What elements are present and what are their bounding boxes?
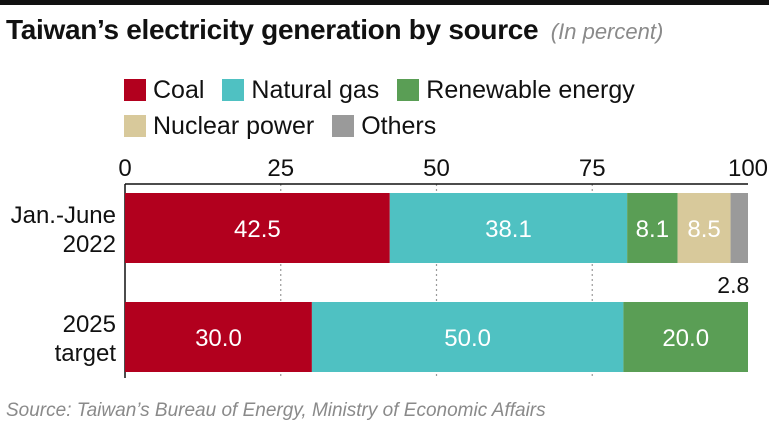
legend-item-renewable: Renewable energy (397, 75, 635, 105)
data-label-renewable-energy-1: 20.0 (662, 325, 709, 352)
category-label-0-line2: 2022 (63, 231, 116, 258)
legend: Coal Natural gas Renewable energy Nuclea… (124, 72, 764, 144)
bar-renewable-energy-1 (623, 302, 748, 372)
top-rule (0, 0, 769, 5)
legend-label-nuclear: Nuclear power (153, 111, 315, 140)
bar-coal-0 (125, 193, 390, 263)
legend-label-renewable: Renewable energy (426, 75, 635, 104)
legend-swatch-natural-gas (222, 79, 245, 101)
chart-title: Taiwan’s electricity generation by sourc… (6, 14, 539, 45)
x-tick-label-50: 50 (423, 155, 450, 182)
source-note: Source: Taiwan’s Bureau of Energy, Minis… (6, 400, 546, 421)
x-tick-label-100: 100 (728, 155, 768, 182)
bar-natural-gas-0 (389, 193, 628, 263)
bar-coal-1 (125, 302, 312, 372)
chart-title-block: Taiwan’s electricity generation by sourc… (6, 14, 663, 46)
legend-label-others: Others (361, 111, 437, 140)
legend-label-natural-gas: Natural gas (251, 75, 380, 104)
chart-unit: (In percent) (550, 19, 664, 44)
bar-renewable-energy-0 (627, 193, 678, 263)
data-label-others-0: 2.8 (717, 272, 749, 298)
data-label-natural-gas-1: 50.0 (444, 325, 491, 352)
category-label-0-line1: Jan.-June (11, 202, 116, 229)
x-tick-label-75: 75 (579, 155, 606, 182)
data-label-renewable-energy-0: 8.1 (636, 216, 669, 243)
legend-swatch-renewable (397, 79, 420, 101)
x-tick-label-25: 25 (267, 155, 294, 182)
data-label-nuclear-power-0: 8.5 (687, 216, 720, 243)
bar-nuclear-power-0 (677, 193, 731, 263)
x-tick-label-0: 0 (118, 155, 131, 182)
bar-natural-gas-1 (311, 302, 624, 372)
legend-item-nuclear: Nuclear power (124, 112, 314, 141)
category-label-1-line2: target (55, 340, 117, 367)
data-label-coal-1: 30.0 (195, 325, 242, 352)
legend-swatch-others (332, 115, 355, 137)
legend-row-1: Coal Natural gas Renewable energy (124, 72, 764, 108)
category-label-1-line1: 2025 (63, 311, 116, 338)
legend-item-coal: Coal (124, 76, 204, 105)
legend-swatch-coal (124, 79, 146, 101)
data-label-natural-gas-0: 38.1 (485, 216, 532, 243)
legend-row-2: Nuclear power Others (124, 108, 764, 144)
data-label-coal-0: 42.5 (234, 216, 281, 243)
legend-swatch-nuclear (124, 115, 146, 137)
legend-item-natural-gas: Natural gas (222, 76, 379, 105)
legend-label-coal: Coal (153, 75, 205, 104)
bar-others-0 (730, 193, 748, 263)
legend-item-others: Others (332, 112, 436, 141)
